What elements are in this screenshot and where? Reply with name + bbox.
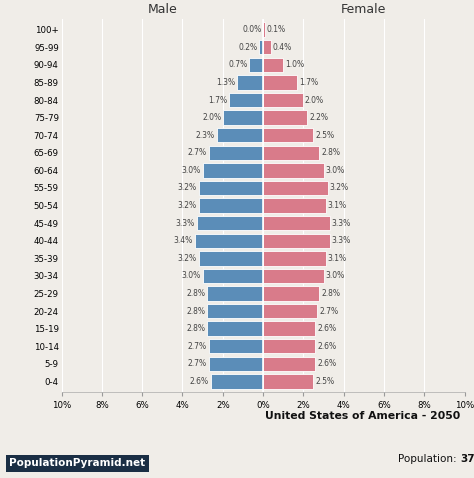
Text: Male: Male	[147, 2, 177, 16]
Bar	[263, 357, 316, 371]
Bar	[237, 75, 263, 90]
Bar	[263, 22, 265, 37]
Text: 3.2%: 3.2%	[178, 254, 197, 263]
Bar	[209, 146, 263, 160]
Text: 2.7%: 2.7%	[319, 306, 338, 315]
Text: 2.8%: 2.8%	[186, 324, 205, 333]
Text: 0.0%: 0.0%	[242, 25, 262, 34]
Text: 0.4%: 0.4%	[273, 43, 292, 52]
Bar	[263, 110, 307, 125]
Text: 3.3%: 3.3%	[331, 218, 350, 228]
Bar	[263, 339, 316, 353]
Text: 3.3%: 3.3%	[176, 218, 195, 228]
Text: 3.1%: 3.1%	[327, 201, 346, 210]
Bar	[263, 75, 297, 90]
Text: 2.6%: 2.6%	[317, 342, 336, 351]
Text: 2.8%: 2.8%	[321, 289, 340, 298]
Text: Population:: Population:	[398, 454, 460, 464]
Bar	[263, 163, 323, 178]
Text: 2.6%: 2.6%	[190, 377, 209, 386]
Text: 375,391,962: 375,391,962	[461, 454, 474, 464]
Bar	[263, 93, 303, 107]
Text: 0.7%: 0.7%	[228, 60, 247, 69]
Text: 3.0%: 3.0%	[182, 166, 201, 175]
Bar	[207, 286, 263, 301]
Text: 3.0%: 3.0%	[182, 272, 201, 281]
Bar	[199, 181, 263, 195]
Bar	[207, 321, 263, 336]
Text: 2.3%: 2.3%	[196, 130, 215, 140]
Bar	[263, 286, 319, 301]
Text: PopulationPyramid.net: PopulationPyramid.net	[9, 458, 146, 468]
Text: 2.7%: 2.7%	[188, 342, 207, 351]
Bar	[207, 304, 263, 318]
Bar	[223, 110, 263, 125]
Bar	[263, 216, 329, 230]
Bar	[199, 251, 263, 265]
Bar	[249, 58, 263, 72]
Bar	[263, 181, 328, 195]
Bar	[263, 374, 313, 389]
Text: 3.4%: 3.4%	[173, 236, 193, 245]
Text: 3.1%: 3.1%	[327, 254, 346, 263]
Bar	[202, 163, 263, 178]
Bar	[263, 269, 323, 283]
Text: 1.3%: 1.3%	[216, 78, 235, 87]
Bar	[210, 374, 263, 389]
Bar	[209, 339, 263, 353]
Text: 2.8%: 2.8%	[321, 148, 340, 157]
Text: 3.0%: 3.0%	[325, 166, 345, 175]
Text: 2.0%: 2.0%	[202, 113, 221, 122]
Text: United States of America - 2050: United States of America - 2050	[264, 411, 460, 421]
Text: 2.5%: 2.5%	[315, 377, 334, 386]
Text: 2.6%: 2.6%	[317, 324, 336, 333]
Bar	[263, 304, 318, 318]
Bar	[263, 40, 271, 54]
Bar	[199, 198, 263, 213]
Text: 3.0%: 3.0%	[325, 272, 345, 281]
Text: 3.3%: 3.3%	[331, 236, 350, 245]
Bar	[263, 251, 326, 265]
Bar	[209, 357, 263, 371]
Text: 3.2%: 3.2%	[178, 201, 197, 210]
Bar	[263, 128, 313, 142]
Bar	[229, 93, 263, 107]
Bar	[263, 234, 329, 248]
Text: 2.2%: 2.2%	[309, 113, 328, 122]
Text: 2.8%: 2.8%	[186, 289, 205, 298]
Text: 2.7%: 2.7%	[188, 148, 207, 157]
Text: 3.2%: 3.2%	[178, 184, 197, 193]
Bar	[217, 128, 263, 142]
Bar	[202, 269, 263, 283]
Text: 2.7%: 2.7%	[188, 359, 207, 369]
Text: 2.8%: 2.8%	[186, 306, 205, 315]
Bar	[263, 58, 283, 72]
Bar	[259, 40, 263, 54]
Text: Female: Female	[341, 2, 386, 16]
Text: 1.0%: 1.0%	[285, 60, 304, 69]
Bar	[263, 321, 316, 336]
Bar	[263, 198, 326, 213]
Text: 2.6%: 2.6%	[317, 359, 336, 369]
Bar	[263, 146, 319, 160]
Text: 0.1%: 0.1%	[267, 25, 286, 34]
Text: 3.2%: 3.2%	[329, 184, 348, 193]
Bar	[197, 216, 263, 230]
Text: 2.0%: 2.0%	[305, 96, 324, 105]
Bar	[194, 234, 263, 248]
Text: 1.7%: 1.7%	[208, 96, 227, 105]
Text: 0.2%: 0.2%	[238, 43, 257, 52]
Text: 2.5%: 2.5%	[315, 130, 334, 140]
Text: 1.7%: 1.7%	[299, 78, 318, 87]
